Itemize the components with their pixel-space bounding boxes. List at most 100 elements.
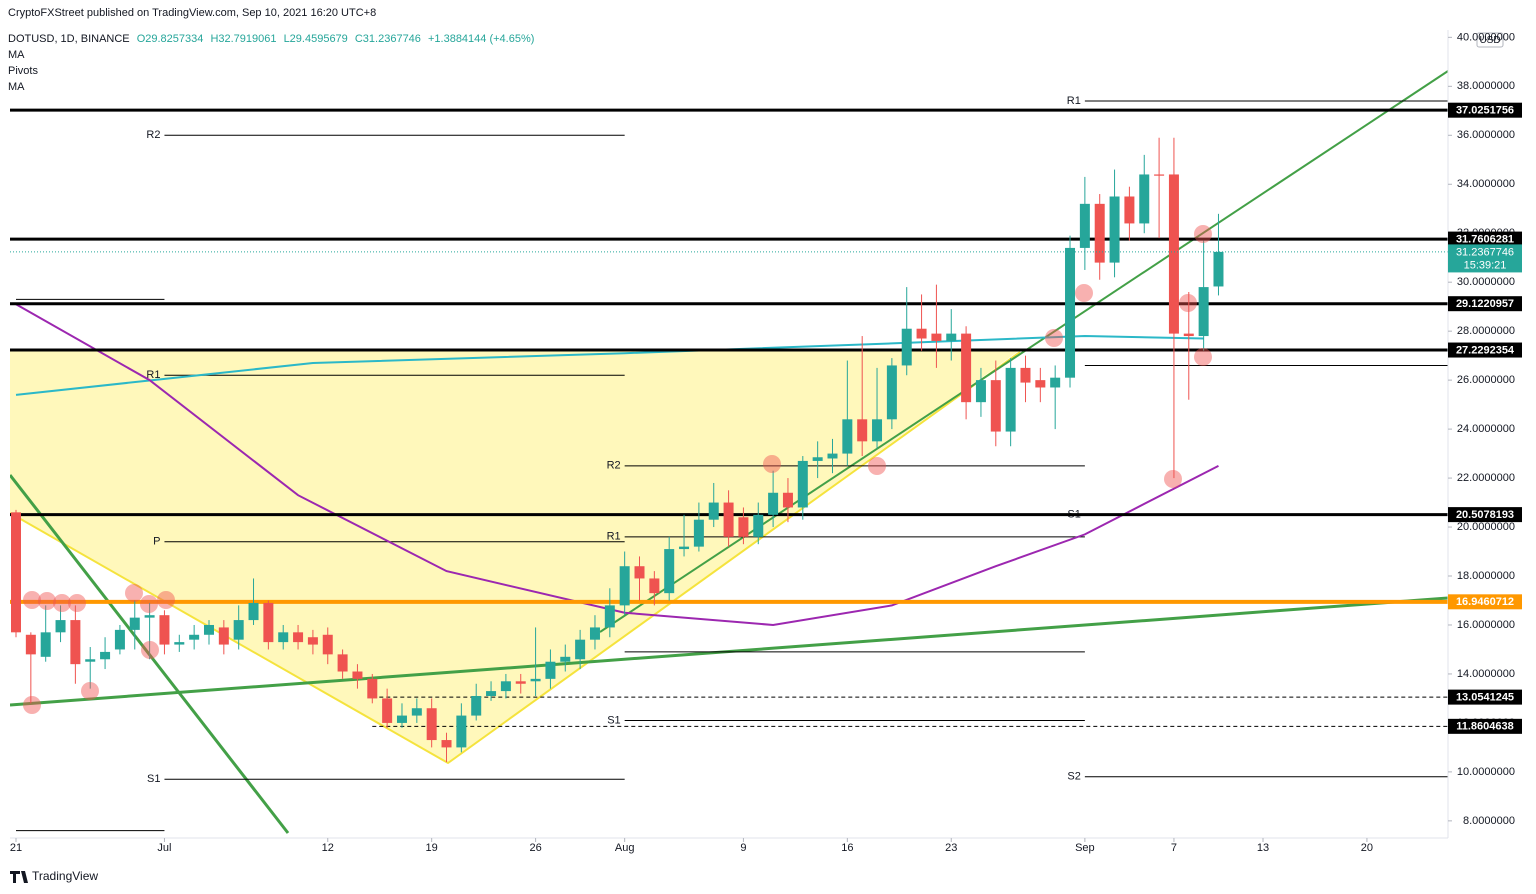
x-tick-label: 7: [1171, 842, 1177, 854]
candle-body: [664, 549, 675, 594]
ohlc-open: O29.8257334: [136, 33, 204, 45]
candle-body: [708, 502, 719, 520]
y-tick-label: 24.0000000: [1457, 423, 1515, 435]
candle-body: [40, 632, 51, 657]
countdown: 15:39:21: [1464, 259, 1507, 271]
candle-body: [515, 681, 526, 684]
candle-body: [1094, 203, 1105, 263]
indicator[interactable]: MA: [8, 49, 25, 61]
highlight: [68, 594, 86, 612]
candle-body: [693, 519, 704, 547]
last-price-tag: [1448, 244, 1522, 273]
candle-body: [975, 380, 986, 403]
indicator[interactable]: Pivots: [8, 65, 38, 77]
level-label: 11.8604638: [1456, 721, 1514, 733]
candle-body: [619, 566, 630, 606]
y-tick-label: 14.0000000: [1457, 668, 1515, 680]
candle-body: [1139, 174, 1150, 224]
moving-average: [15, 303, 1219, 626]
pivot-label: P: [153, 536, 160, 548]
candle-body: [100, 651, 111, 660]
candle-body: [649, 578, 660, 594]
x-tick-label: Sep: [1075, 842, 1095, 854]
indicator[interactable]: MA: [8, 81, 25, 93]
y-tick-label: 34.0000000: [1457, 178, 1515, 190]
candle-body: [530, 678, 541, 682]
candle-body: [753, 514, 764, 537]
candle-body: [1079, 203, 1090, 248]
candle-body: [961, 333, 972, 403]
y-tick-label: 10.0000000: [1457, 766, 1515, 778]
candle-body: [679, 546, 690, 550]
candle-body: [886, 365, 897, 420]
highlight-circles: [23, 225, 1212, 714]
currency-badge[interactable]: [1476, 32, 1504, 48]
x-tick-label: 21: [10, 842, 22, 854]
highlight: [1194, 225, 1212, 243]
ohlc-low: L29.4595679: [283, 33, 348, 45]
candle-body: [218, 627, 229, 645]
candle-body: [337, 654, 348, 672]
ohlc-high: H32.7919061: [210, 33, 277, 45]
candle-body: [278, 632, 289, 643]
y-tick-label: 26.0000000: [1457, 374, 1515, 386]
candle-body: [411, 708, 422, 716]
currency: USD: [1479, 35, 1500, 46]
candle-body: [471, 695, 482, 716]
highlight: [125, 584, 143, 602]
level-label: 13.0541245: [1456, 692, 1514, 704]
x-tick-label: 12: [322, 842, 334, 854]
candle-body: [812, 457, 823, 461]
pivot-label: S1: [607, 714, 620, 726]
highlight: [1045, 329, 1063, 347]
candle-body: [1020, 367, 1031, 383]
last-price-label: 31.2367746: [1456, 246, 1514, 258]
highlight: [763, 455, 781, 473]
candle-body: [946, 333, 957, 341]
x-tick-label: 20: [1361, 842, 1373, 854]
highlight: [38, 592, 56, 610]
level-label: 16.9460712: [1456, 596, 1514, 608]
candle-body: [723, 502, 734, 537]
highlight: [23, 591, 41, 609]
candle-body: [738, 517, 749, 537]
highlight: [23, 696, 41, 714]
candle-body: [456, 715, 467, 748]
candle-body: [129, 617, 140, 630]
x-tick-label: 9: [740, 842, 746, 854]
x-tick-label: 23: [945, 842, 957, 854]
level-label: 29.1220957: [1456, 298, 1514, 310]
x-tick-label: 19: [426, 842, 438, 854]
candle-body: [367, 678, 378, 699]
x-tick-label: 16: [841, 842, 853, 854]
candle-body: [55, 620, 66, 633]
candle-body: [263, 602, 274, 643]
highlight: [140, 595, 158, 613]
highlight: [1179, 294, 1197, 312]
candle-body: [114, 629, 125, 650]
candle-body: [768, 492, 779, 515]
trendline: [10, 474, 290, 834]
candle-body: [545, 661, 556, 679]
y-tick-label: 36.0000000: [1457, 129, 1515, 141]
candle-body: [441, 740, 452, 748]
y-tick-label: 16.0000000: [1457, 619, 1515, 631]
level-tag: [1448, 689, 1522, 705]
level-tag: [1448, 102, 1522, 118]
pivot-label: R2: [146, 129, 160, 141]
y-tick-label: 30.0000000: [1457, 276, 1515, 288]
candle-body: [931, 333, 942, 341]
candle-body: [70, 620, 81, 665]
candle-body: [396, 715, 407, 723]
candle-body: [589, 627, 600, 640]
y-tick-label: 8.0000000: [1463, 815, 1515, 827]
candle-body: [1213, 251, 1224, 287]
highlight: [53, 594, 71, 612]
y-tick-label: 28.0000000: [1457, 325, 1515, 337]
candle-body: [1065, 247, 1076, 378]
candle-body: [11, 512, 21, 633]
triangle-edge: [10, 351, 1021, 765]
highlight: [1164, 470, 1182, 488]
